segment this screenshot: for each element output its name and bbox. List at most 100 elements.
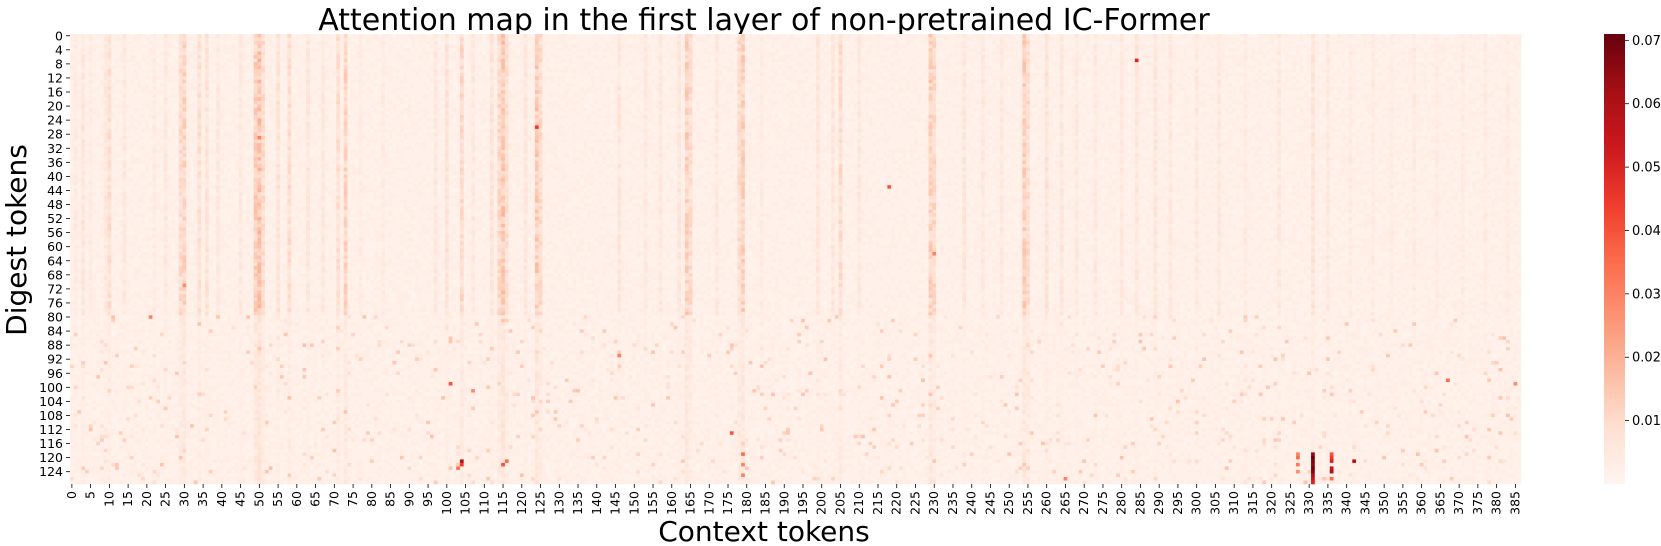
heatmap-cell — [366, 59, 370, 63]
heatmap-cell — [96, 45, 100, 49]
heatmap-cell — [1292, 45, 1296, 49]
heatmap-cell — [464, 45, 468, 49]
heatmap-cell — [681, 38, 685, 42]
heatmap-cell — [1019, 48, 1023, 52]
heatmap-cell — [486, 38, 490, 42]
heatmap-cell — [314, 34, 318, 38]
heatmap-cell — [1075, 34, 1079, 38]
heatmap-cell — [692, 48, 696, 52]
heatmap-cell — [344, 55, 348, 59]
heatmap-cell — [1307, 45, 1311, 49]
heatmap-cell — [149, 38, 153, 42]
heatmap-cell — [74, 38, 78, 42]
heatmap-cell — [561, 41, 565, 45]
heatmap-cell — [347, 34, 351, 38]
heatmap-cell — [824, 48, 828, 52]
heatmap-cell — [411, 34, 415, 38]
heatmap-cell — [381, 38, 385, 42]
heatmap-cell — [1120, 52, 1124, 56]
heatmap-cell — [636, 55, 640, 59]
heatmap-cell — [239, 52, 243, 56]
heatmap-cell — [197, 48, 201, 52]
heatmap-cell — [917, 55, 921, 59]
heatmap-cell — [962, 55, 966, 59]
heatmap-cell — [145, 45, 149, 49]
heatmap-cell — [760, 34, 764, 38]
heatmap-cell — [1022, 41, 1026, 45]
heatmap-cell — [1142, 52, 1146, 56]
heatmap-cell — [1330, 55, 1334, 59]
heatmap-cell — [992, 34, 996, 38]
heatmap-cell — [1285, 41, 1289, 45]
heatmap-cell — [370, 55, 374, 59]
heatmap-cell — [366, 52, 370, 56]
heatmap-cell — [164, 38, 168, 42]
heatmap-cell — [1465, 55, 1469, 59]
heatmap-cell — [640, 34, 644, 38]
heatmap-cell — [1157, 52, 1161, 56]
heatmap-cell — [347, 59, 351, 63]
heatmap-cell — [974, 48, 978, 52]
heatmap-cell — [194, 34, 198, 38]
heatmap-cell — [576, 38, 580, 42]
heatmap-cell — [550, 34, 554, 38]
heatmap-cell — [865, 55, 869, 59]
heatmap-cell — [415, 59, 419, 63]
heatmap-cell — [1277, 38, 1281, 42]
heatmap-cell — [1165, 48, 1169, 52]
heatmap-cell — [400, 48, 404, 52]
heatmap-cell — [752, 52, 756, 56]
heatmap-cell — [182, 41, 186, 45]
heatmap-cell — [1045, 41, 1049, 45]
heatmap-cell — [831, 45, 835, 49]
heatmap-cell — [531, 41, 535, 45]
heatmap-cell — [497, 52, 501, 56]
heatmap-cell — [1487, 52, 1491, 56]
heatmap-cell — [756, 45, 760, 49]
heatmap-cell — [332, 41, 336, 45]
heatmap-cell — [490, 34, 494, 38]
heatmap-cell — [107, 45, 111, 49]
heatmap-cell — [1015, 55, 1019, 59]
heatmap-cell — [910, 34, 914, 38]
heatmap-cell — [347, 52, 351, 56]
heatmap-cell — [1067, 52, 1071, 56]
heatmap-cell — [1060, 55, 1064, 59]
heatmap-cell — [1060, 59, 1064, 63]
heatmap-cell — [1199, 48, 1203, 52]
heatmap-cell — [212, 52, 216, 56]
heatmap-cell — [1427, 48, 1431, 52]
heatmap-cell — [235, 45, 239, 49]
heatmap-cell — [1015, 59, 1019, 63]
heatmap-cell — [145, 52, 149, 56]
heatmap-cell — [122, 59, 126, 63]
heatmap-cell — [1000, 48, 1004, 52]
heatmap-cell — [1405, 41, 1409, 45]
heatmap-cell — [880, 41, 884, 45]
heatmap-cell — [1386, 52, 1390, 56]
heatmap-cell — [415, 41, 419, 45]
heatmap-cell — [704, 38, 708, 42]
heatmap-cell — [426, 38, 430, 42]
heatmap-cell — [1259, 41, 1263, 45]
heatmap-cell — [400, 52, 404, 56]
heatmap-cell — [591, 52, 595, 56]
heatmap-cell — [340, 59, 344, 63]
heatmap-cell — [655, 59, 659, 63]
heatmap-cell — [617, 59, 621, 63]
heatmap-cell — [1026, 41, 1030, 45]
heatmap-cell — [1154, 55, 1158, 59]
heatmap-cell — [1514, 48, 1518, 52]
heatmap-cell — [1289, 34, 1293, 38]
heatmap-cell — [569, 38, 573, 42]
heatmap-cell — [396, 38, 400, 42]
heatmap-cell — [1150, 41, 1154, 45]
heatmap-cell — [299, 34, 303, 38]
heatmap-cell — [842, 52, 846, 56]
heatmap-cell — [1191, 52, 1195, 56]
heatmap-cell — [194, 41, 198, 45]
heatmap-cell — [257, 41, 261, 45]
heatmap-cell — [704, 52, 708, 56]
heatmap-cell — [715, 38, 719, 42]
heatmap-cell — [981, 34, 985, 38]
